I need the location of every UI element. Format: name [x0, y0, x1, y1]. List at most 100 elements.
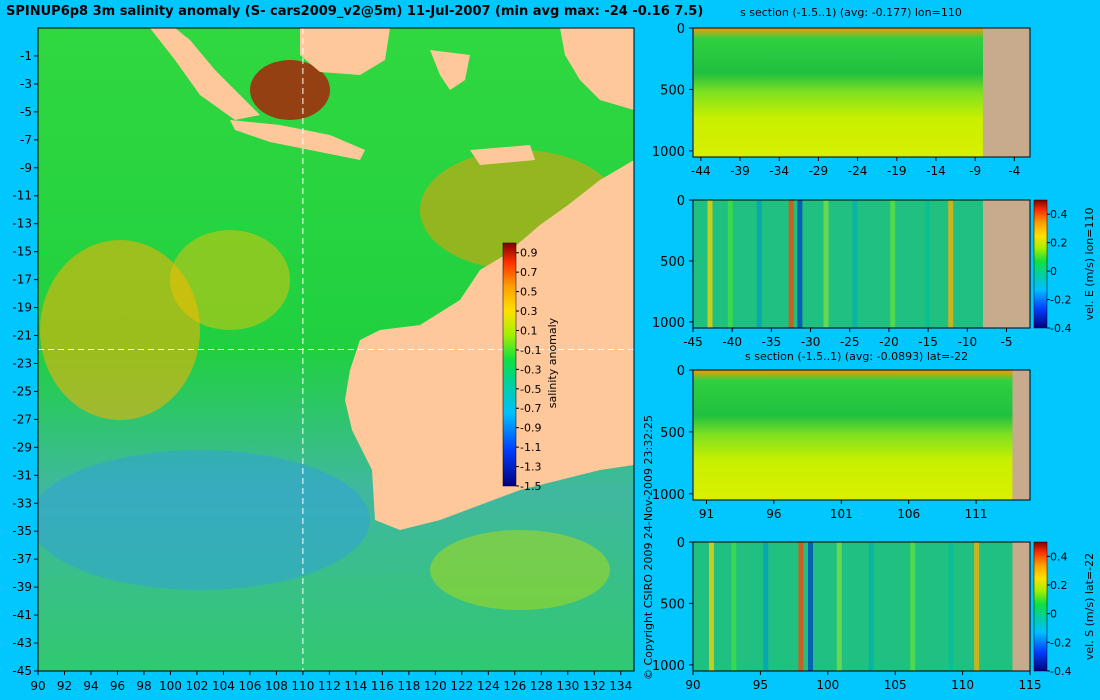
velocity-streak — [708, 542, 714, 671]
map-x-ticks: 90 92 94 96 98 100 102 104 106 108 110 112 114 116 118… — [30, 671, 632, 693]
section-y-tick-label: 1000 — [652, 145, 685, 160]
map-y-tick-label: -33 — [12, 496, 32, 510]
section-x-tick-label: -10 — [957, 335, 977, 349]
map-x-tick-label: 126 — [503, 679, 526, 693]
velocity-streak — [910, 542, 916, 671]
map-y-tick-label: -41 — [12, 608, 32, 622]
velocity-colorbar-tick-label: 0.2 — [1050, 237, 1068, 250]
panel-s-section-lon110: -44 -39 -34 -29 -24 -19 -14 -9 -4 0 500 1000 — [652, 22, 1031, 178]
map-x-tick-label: 94 — [83, 679, 98, 693]
borneo-land — [300, 28, 390, 75]
new-guinea-land — [560, 28, 634, 110]
velocity-colorbar-label: vel. E (m/s) lon=110 — [1083, 208, 1096, 321]
map-y-tick-label: -35 — [12, 524, 32, 538]
map-y-tick-label: -7 — [20, 133, 32, 147]
velocity-streak — [808, 542, 814, 671]
velocity-streak — [836, 542, 842, 671]
section-x-tick-label: -4 — [1008, 164, 1020, 178]
velocity-streak — [948, 200, 954, 328]
section-y-tick-label: 0 — [677, 194, 685, 209]
map-x-tick-label: 116 — [371, 679, 394, 693]
sulawesi-land — [430, 50, 470, 90]
section-x-tick-label: 95 — [753, 678, 768, 692]
map-y-tick-label: -11 — [12, 189, 32, 203]
map-y-tick-label: -27 — [12, 412, 32, 426]
map-colorbar-tick-label: -0.9 — [520, 422, 541, 435]
section-y-tick-label: 0 — [677, 22, 685, 37]
velocity-streak — [924, 200, 930, 328]
section-x-tick-label: 91 — [699, 507, 714, 521]
section-land — [1012, 542, 1030, 671]
map-x-tick-label: 104 — [212, 679, 235, 693]
java-land — [230, 120, 365, 160]
map-colorbar-tick-label: 0.5 — [520, 286, 538, 299]
australia-land — [345, 160, 634, 530]
map-x-tick-label: 128 — [530, 679, 553, 693]
section-land — [982, 200, 1030, 328]
velocity-streak — [788, 200, 794, 328]
velocity-colorbar-tick-label: -0.2 — [1050, 636, 1071, 649]
section-y-tick-label: 500 — [660, 597, 685, 612]
panel-vel-s-section-lat-22: 90 95 100 105 110 115 0 500 1000 0.4 0.2 0 -0.2 -0.4 v… — [652, 536, 1096, 692]
map-x-tick-label: 114 — [344, 679, 367, 693]
map-colorbar-tick-label: -0.5 — [520, 383, 541, 396]
velocity-streak — [798, 542, 804, 671]
map-y-tick-label: -13 — [12, 217, 32, 231]
section-x-tick-label: -9 — [969, 164, 981, 178]
velocity-colorbar-tick-label: -0.2 — [1050, 294, 1071, 307]
velocity-streak — [823, 200, 829, 328]
map-x-tick-label: 124 — [477, 679, 500, 693]
section-x-tick-label: 96 — [766, 507, 781, 521]
map-frame — [37, 27, 635, 672]
velocity-field — [693, 200, 983, 328]
section-x-tick-label: -19 — [887, 164, 907, 178]
section-frame — [692, 27, 1031, 158]
map-x-tick-label: 96 — [110, 679, 125, 693]
map-colorbar-tick-label: 0.9 — [520, 247, 538, 260]
anomaly-patch-north — [250, 60, 330, 120]
section-title-lat-22: s section (-1.5..1) (avg: -0.0893) lat=-… — [745, 350, 969, 363]
map-y-tick-label: -19 — [12, 301, 32, 315]
map-x-tick-label: 106 — [238, 679, 261, 693]
section-y-tick-label: 1000 — [652, 659, 685, 674]
map-colorbar-tick-label: 0.1 — [520, 324, 538, 337]
map-y-tick-label: -37 — [12, 552, 32, 566]
page-title: SPINUP6p8 3m salinity anomaly (S- cars20… — [6, 4, 704, 19]
velocity-colorbar — [1033, 541, 1048, 672]
velocity-colorbar-tick-label: 0 — [1050, 265, 1057, 278]
anomaly-patch-central — [170, 230, 290, 330]
section-x-tick-label: 111 — [965, 507, 988, 521]
velocity-streak — [707, 200, 713, 328]
velocity-streak — [890, 200, 896, 328]
map-x-tick-label: 132 — [583, 679, 606, 693]
panel-vel-e-section-lon110: -45 -40 -35 -30 -25 -20 -15 -10 -5 0 500 1000 0.4 0.2… — [652, 194, 1096, 349]
timor-land — [470, 145, 535, 165]
velocity-streak — [974, 542, 980, 671]
velocity-streak — [868, 542, 874, 671]
velocity-colorbar-tick-label: 0.4 — [1050, 550, 1068, 563]
map-y-tick-label: -5 — [20, 105, 32, 119]
map-y-tick-label: -31 — [12, 468, 32, 482]
anomaly-patch-south-blue — [38, 450, 370, 590]
section-frame — [692, 199, 1031, 329]
map-x-tick-label: 112 — [318, 679, 341, 693]
section-x-tick-label: -35 — [762, 335, 782, 349]
section-x-tick-label: -29 — [809, 164, 829, 178]
velocity-colorbar-label: vel. S (m/s) lat=-22 — [1083, 553, 1096, 660]
section-y-tick-label: 500 — [660, 255, 685, 270]
section-x-tick-label: -24 — [848, 164, 868, 178]
section-y-tick-label: 1000 — [652, 488, 685, 503]
map-colorbar-tick-label: 0.7 — [520, 266, 538, 279]
map-x-tick-label: 90 — [30, 679, 45, 693]
section-x-tick-label: -14 — [926, 164, 946, 178]
map-features — [38, 28, 634, 671]
map-x-tick-label: 110 — [291, 679, 314, 693]
map-colorbar-tick-label: 0.3 — [520, 305, 538, 318]
section-y-tick-label: 500 — [660, 426, 685, 441]
velocity-streak — [852, 200, 858, 328]
section-x-tick-label: -45 — [683, 335, 703, 349]
sumatra-land — [150, 28, 260, 120]
map-y-tick-label: -1 — [20, 49, 32, 63]
section-frame — [692, 541, 1031, 672]
section-x-tick-label: 101 — [830, 507, 853, 521]
